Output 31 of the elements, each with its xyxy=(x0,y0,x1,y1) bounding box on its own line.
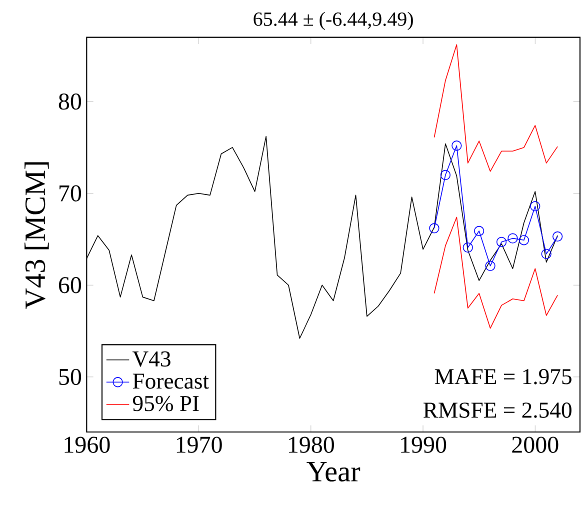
x-axis-title: Year xyxy=(306,462,360,482)
annotation: RMSFE = 2.540 xyxy=(424,402,572,418)
point xyxy=(440,170,451,180)
legend-label: Forecast xyxy=(132,374,209,389)
y-tick-label: 60 xyxy=(58,277,82,294)
legend-label: 95% PI xyxy=(132,396,199,412)
point xyxy=(530,201,540,212)
x-tick-label: 1990 xyxy=(401,436,446,453)
point xyxy=(552,231,563,242)
y-axis-title: V43 [MCM] xyxy=(24,162,49,309)
x-tick-label: 1970 xyxy=(176,436,222,453)
point xyxy=(508,233,518,244)
x-tick-label: 1980 xyxy=(289,436,334,453)
annotation: MAFE = 1.975 xyxy=(434,369,572,384)
point xyxy=(496,236,507,248)
x-tick-label: 1960 xyxy=(64,436,110,453)
line-series xyxy=(434,44,558,172)
point xyxy=(518,235,529,246)
chart-title: 65.44 ± (-6.44,9.49) xyxy=(254,12,413,30)
y-tick-label: 50 xyxy=(59,368,82,386)
x-tick-label: 2000 xyxy=(512,436,558,453)
point xyxy=(429,223,440,234)
y-tick-label: 70 xyxy=(60,185,82,202)
point xyxy=(541,248,552,259)
line-series xyxy=(434,216,558,329)
point xyxy=(485,260,496,271)
point xyxy=(462,242,473,253)
point xyxy=(474,226,484,236)
legend-label: V43 xyxy=(132,351,170,367)
point xyxy=(452,140,462,151)
y-tick-label: 80 xyxy=(58,93,82,110)
